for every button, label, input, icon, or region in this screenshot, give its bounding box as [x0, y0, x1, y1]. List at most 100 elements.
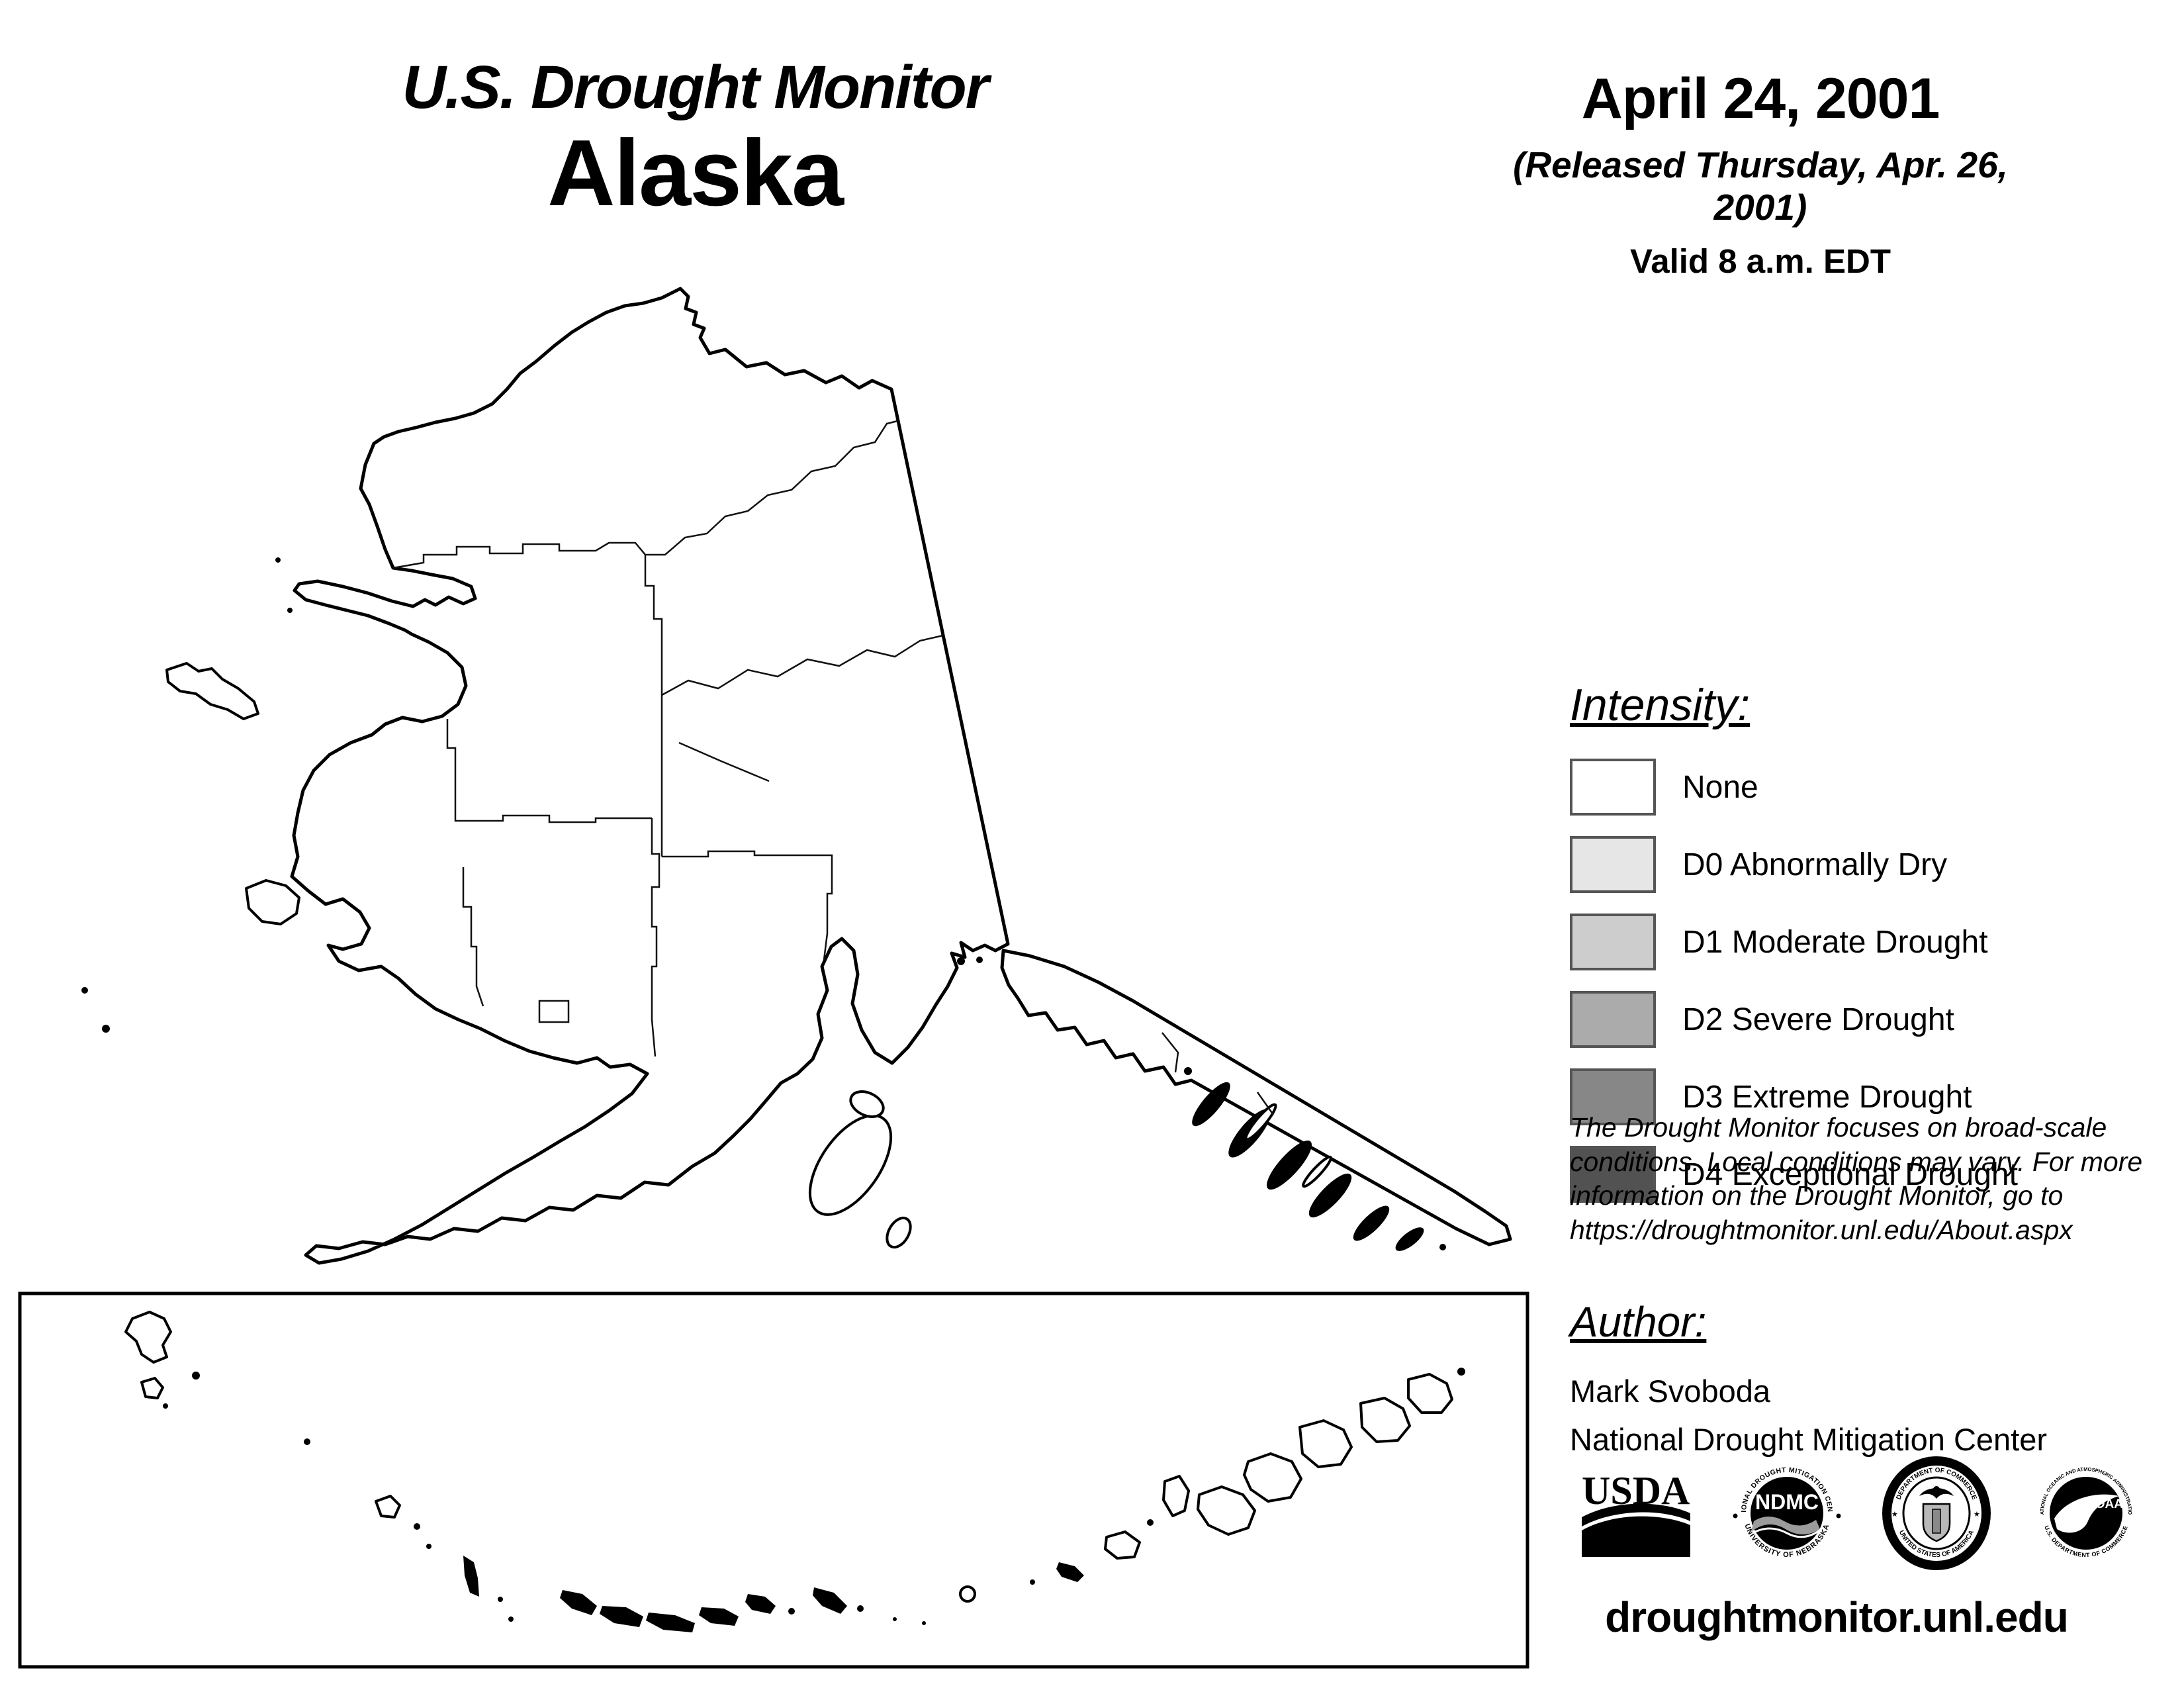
aleutian-islet [857, 1605, 864, 1612]
kodiak-island [808, 1114, 893, 1216]
aleutian-island [463, 1556, 479, 1597]
aleutian-islet [1030, 1579, 1035, 1585]
legend-row-d1: D1 Moderate Drought [1570, 914, 2018, 970]
fox-island [1104, 1530, 1141, 1560]
pribilof-islet [81, 987, 88, 994]
author-organization: National Drought Mitigation Center [1570, 1422, 2048, 1457]
aleutian-islet [922, 1621, 926, 1625]
legend-swatch-d2 [1570, 991, 1656, 1048]
ndmc-logo-text: NDMC [1755, 1490, 1819, 1514]
bering-islet [287, 608, 293, 613]
unalaska-island [1243, 1452, 1302, 1503]
legend-swatch-d0 [1570, 836, 1656, 893]
st-lawrence-island [165, 662, 259, 720]
usda-logo-icon: USDA [1582, 1470, 1690, 1557]
legend-swatch-none [1570, 759, 1656, 816]
legend-label: D4 Exceptional Drought [1682, 1156, 2018, 1192]
akutan-island [1298, 1419, 1353, 1468]
disclaimer-text: The Drought Monitor focuses on broad-sca… [1570, 1112, 2143, 1245]
noaa-seagull [2054, 1494, 2119, 1533]
region-title: Alaska [547, 120, 844, 226]
aleutian-island [1056, 1562, 1084, 1582]
legend-label: None [1682, 769, 1758, 805]
aleutian-island [813, 1587, 847, 1614]
legend-swatch-d4 [1570, 1146, 1656, 1203]
legend-label: D3 Extreme Drought [1682, 1079, 1972, 1115]
pws-islet [976, 957, 983, 963]
aleutian-island [375, 1495, 401, 1519]
trinity-island [886, 1216, 912, 1249]
aleutian-islet [788, 1608, 795, 1615]
doc-star-left: ★ [1891, 1511, 1898, 1519]
climate-division-boundaries [392, 420, 1275, 1115]
inset-frame [18, 1291, 1529, 1669]
ndmc-dot-right [1836, 1513, 1841, 1519]
page-title: U.S. Drought Monitor [402, 54, 989, 121]
doc-lighthouse [1932, 1509, 1941, 1534]
unimak-island [1359, 1397, 1411, 1443]
legend-swatch-d1 [1570, 914, 1656, 970]
andreanof-island [560, 1590, 597, 1615]
aleutian-islet [163, 1403, 168, 1409]
author-name: Mark Svoboda [1570, 1374, 1771, 1409]
aleutian-islet [414, 1523, 420, 1530]
author-block: Author: Mark Svoboda National Drought Mi… [1570, 1297, 2047, 1458]
agency-logos: USDA NATIONAL DROUGHT MITIGATION CENTER … [1580, 1455, 2163, 1571]
alexander-archipelago-island [1267, 1140, 1312, 1190]
andreanof-island [699, 1607, 739, 1626]
legend-label: D1 Moderate Drought [1682, 924, 1988, 960]
intensity-legend: Intensity: None D0 Abnormally Dry D1 Mod… [1570, 679, 2018, 1223]
aleutian-island [140, 1377, 164, 1399]
legend-row-d4: D4 Exceptional Drought [1570, 1146, 2018, 1203]
aleutian-islet [508, 1617, 514, 1622]
andreanof-island [745, 1594, 776, 1614]
valid-time: Valid 8 a.m. EDT [1630, 242, 1891, 280]
alaska-mainland [290, 287, 1010, 1265]
doc-eagle-head [1933, 1486, 1940, 1493]
unimak-island [1407, 1373, 1453, 1414]
pws-islet [957, 957, 965, 965]
nunivak-island [245, 879, 300, 925]
commerce-seal-icon: DEPARTMENT OF COMMERCE UNITED STATES OF … [1882, 1456, 1991, 1570]
aleutian-islet [1457, 1368, 1465, 1376]
southeast-panhandle [1000, 949, 1512, 1251]
aleutian-islet [498, 1597, 503, 1602]
usda-swoosh-lower [1582, 1516, 1690, 1557]
alexander-archipelago-island [1353, 1205, 1390, 1241]
alexander-archipelago-island [1302, 1155, 1332, 1188]
fox-island [1162, 1475, 1190, 1517]
andreanof-island [600, 1606, 643, 1627]
usda-swoosh-upper [1582, 1503, 1690, 1526]
chukchi-islet [275, 557, 281, 563]
date-block: April 24, 2001 (Released Thursday, Apr. … [1463, 66, 2058, 281]
andreanof-island [646, 1613, 695, 1632]
legend-label: D0 Abnormally Dry [1682, 847, 1948, 882]
aleutian-islet [426, 1544, 432, 1549]
small-division-box [538, 1000, 570, 1023]
release-date: (Released Thursday, Apr. 26, 2001) [1513, 144, 2008, 228]
pribilof-islet [102, 1025, 110, 1033]
ndmc-logo-icon: NATIONAL DROUGHT MITIGATION CENTER UNIVE… [1729, 1455, 1841, 1559]
alexander-archipelago-island [1308, 1173, 1352, 1218]
aleutian-islet [192, 1372, 200, 1380]
title-block: U.S. Drought Monitor Alaska [371, 56, 1019, 220]
author-heading: Author: [1570, 1298, 1707, 1346]
aleutian-islet [893, 1617, 897, 1621]
aleutian-island [959, 1585, 976, 1603]
ndmc-wave-band [1751, 1517, 1820, 1534]
umnak-island [1197, 1485, 1256, 1536]
legend-row-d3: D3 Extreme Drought [1570, 1068, 2018, 1125]
offshore-islands [81, 557, 983, 1249]
legend-row-d0: D0 Abnormally Dry [1570, 836, 2018, 893]
panhandle-islet [1439, 1244, 1446, 1250]
ndmc-dot-left [1733, 1513, 1738, 1519]
noaa-logo-icon: NATIONAL OCEANIC AND ATMOSPHERIC ADMINIS… [2028, 1455, 2133, 1558]
legend-row-none: None [1570, 759, 2018, 816]
panhandle-islet [1184, 1067, 1192, 1075]
alexander-archipelago-island [1244, 1103, 1277, 1141]
drought-monitor-url: droughtmonitor.unl.edu [1605, 1593, 2069, 1641]
alexander-archipelago-island [1192, 1082, 1230, 1127]
legend-swatch-d3 [1570, 1068, 1656, 1125]
